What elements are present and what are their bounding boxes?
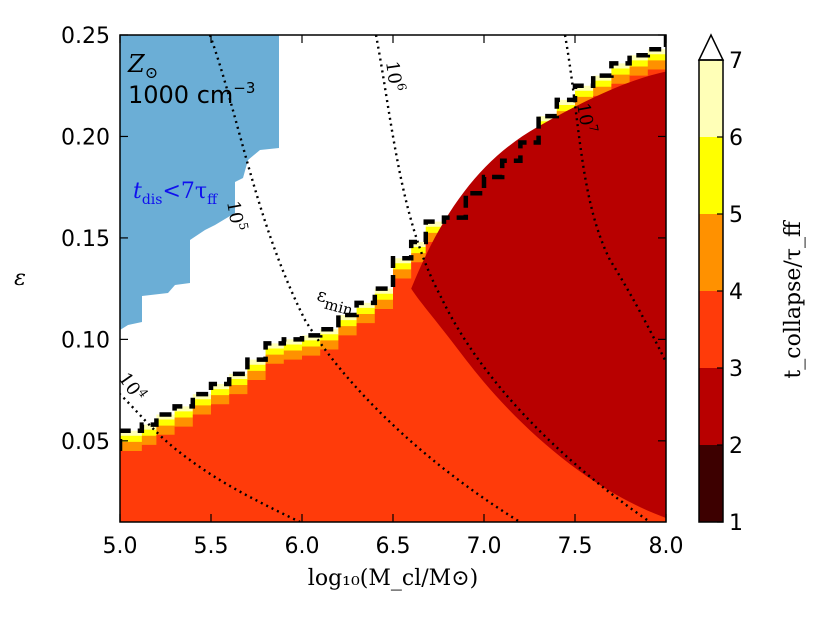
mass-contour-label-1e7: 107 [572,101,601,135]
x-tick-label: 5.5 [194,534,229,559]
y-tick-label: 0.10 [61,328,110,353]
mass-contour-1e5 [208,35,521,522]
colorbar-tick-label: 6 [729,126,743,151]
colorbar-segment [699,60,723,137]
y-tick-label: 0.20 [61,125,110,150]
mass-contour-1e7 [563,35,666,363]
x-tick-label: 6.5 [376,534,411,559]
x-tick-label: 8.0 [649,534,684,559]
mass-contour-1e4 [120,392,301,522]
colorbar-extend-arrow [697,33,725,61]
colorbar-ticks: 1 2 3 4 5 6 7 [717,49,743,536]
y-tick-label: 0.25 [61,24,110,49]
colorbar [699,60,723,522]
x-tick-label: 6.0 [285,534,320,559]
x-tick-label: 7.0 [467,534,502,559]
colorbar-tick-label: 5 [729,203,743,228]
mass-contour-label-1e6: 106 [381,59,409,93]
colorbar-tick-label: 7 [729,49,743,74]
y-tick-label: 0.15 [61,227,110,252]
y-axis-ticks: 0.05 0.10 0.15 0.20 0.25 [61,24,666,455]
x-tick-label: 5.0 [103,534,138,559]
colorbar-tick-label: 4 [729,280,743,305]
colorbar-tick-label: 2 [729,434,743,459]
colorbar-tick-label: 3 [729,357,743,382]
x-tick-label: 7.5 [558,534,593,559]
y-axis-label: ε [14,266,26,291]
colorbar-segment [699,368,723,445]
x-axis-label: log₁₀(M_cl/M⊙) [308,566,478,591]
dissolve-label: tdis<7τff [133,179,218,208]
region-level-2-3 [411,71,666,518]
x-axis-ticks: 5.0 5.5 6.0 6.5 7.0 7.5 8.0 [103,35,684,559]
y-tick-label: 0.05 [61,430,110,455]
colorbar-segment [699,445,723,522]
colorbar-tick-label: 1 [729,511,743,536]
colorbar-segment [699,214,723,291]
epsilon-min-boundary [120,35,666,451]
region-dissolved [120,35,279,330]
density-label: 1000 cm−3 [128,79,255,109]
metallicity-label: Z⊙ [127,50,158,82]
mass-contour-1e6 [374,35,651,522]
colorbar-label: t_collapse/τ_ff [781,220,806,379]
colorbar-segment [699,137,723,214]
colorbar-segment [699,291,723,368]
mass-contour-label-1e5: 105 [222,199,251,233]
